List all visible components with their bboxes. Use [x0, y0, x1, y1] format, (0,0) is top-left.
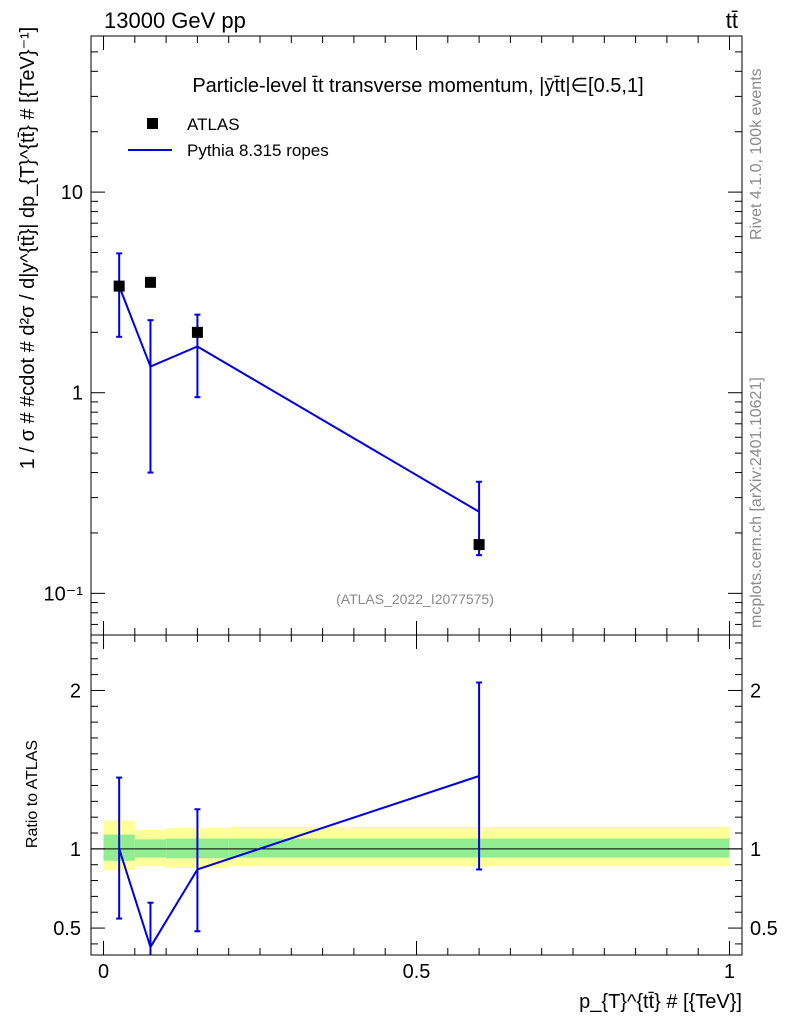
- analysis-label: (ATLAS_2022_I2077575): [336, 591, 494, 607]
- legend-atlas-label: ATLAS: [187, 115, 240, 134]
- main-y-tick-label: 1: [72, 383, 83, 405]
- legend-atlas-marker: [147, 118, 158, 129]
- energy-label: 13000 GeV pp: [104, 8, 246, 33]
- main-y-axis-label: 1 / σ # #cdot # d²σ / d|y^{tt̄}| dp_{T}^…: [17, 27, 39, 469]
- rivet-version-label: Rivet 4.1.0, 100k events: [748, 68, 765, 240]
- ratio-frame: [90, 634, 743, 956]
- atlas-data-point: [113, 280, 125, 292]
- atlas-data-point: [191, 326, 203, 338]
- main-title: Particle-level t̄t transverse momentum, …: [192, 75, 643, 97]
- main-y-tick-label: 10⁻¹: [44, 583, 84, 605]
- main-panel: Particle-level t̄t transverse momentum, …: [17, 27, 743, 636]
- ratio-y-tick-label: 2: [70, 680, 81, 702]
- process-label: tt̄: [726, 8, 738, 33]
- ratio-y-tick-label: 1: [70, 839, 81, 861]
- x-tick-label: 0: [98, 961, 109, 983]
- main-y-tick-label: 10: [61, 182, 83, 204]
- x-tick-label: 0.5: [403, 961, 431, 983]
- ratio-y-axis-label: Ratio to ATLAS: [24, 740, 41, 848]
- ratio-series-group: [116, 681, 483, 955]
- x-tick-label: 1: [724, 961, 735, 983]
- source-label: mcplots.cern.ch [arXiv:2401.10621]: [748, 377, 765, 628]
- ratio-pythia-line: [118, 775, 480, 950]
- ratio-y-tick-label-right: 2: [750, 680, 761, 702]
- legend-pythia-label: Pythia 8.315 ropes: [187, 141, 329, 160]
- x-axis-label: p_{T}^{tt̄} # [{TeV}]: [579, 991, 742, 1013]
- ratio-y-tick-label: 0.5: [53, 918, 81, 940]
- pythia-line: [118, 285, 480, 513]
- atlas-data-point: [473, 539, 485, 551]
- ratio-panel: Ratio to ATLAS p_{T}^{tt̄} # [{TeV}] 0.5…: [24, 634, 778, 1013]
- ratio-y-tick-label-right: 1: [750, 839, 761, 861]
- atlas-data-point: [144, 276, 156, 288]
- ratio-y-tick-label-right: 0.5: [750, 918, 778, 940]
